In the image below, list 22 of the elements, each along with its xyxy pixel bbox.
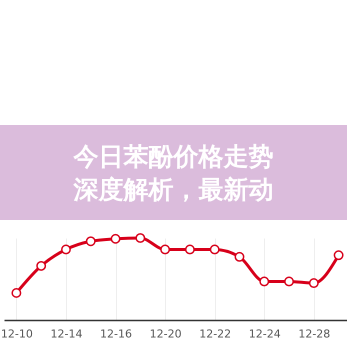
point: [86, 236, 96, 246]
point: [11, 288, 22, 298]
point: [234, 252, 244, 262]
point: [135, 233, 146, 243]
x-tick-label: 12-20: [150, 328, 182, 340]
point: [334, 250, 344, 260]
point: [259, 276, 270, 286]
x-tick-label: 12-28: [298, 328, 330, 340]
chart-title: 今日苯酚价格走势深度解析，最新动: [72, 140, 274, 206]
x-tick-label: 12-16: [100, 328, 132, 340]
point: [160, 244, 170, 254]
x-tick-label: 12-24: [248, 328, 281, 340]
point: [308, 278, 319, 288]
point: [110, 234, 120, 244]
point: [184, 244, 195, 254]
point: [61, 244, 71, 254]
point: [36, 260, 46, 271]
point: [210, 244, 220, 254]
x-tick-label: 12-14: [50, 328, 82, 340]
x-tick-label: 12-22: [199, 328, 232, 340]
point: [284, 276, 294, 286]
x-tick-label: 12-10: [0, 328, 33, 340]
